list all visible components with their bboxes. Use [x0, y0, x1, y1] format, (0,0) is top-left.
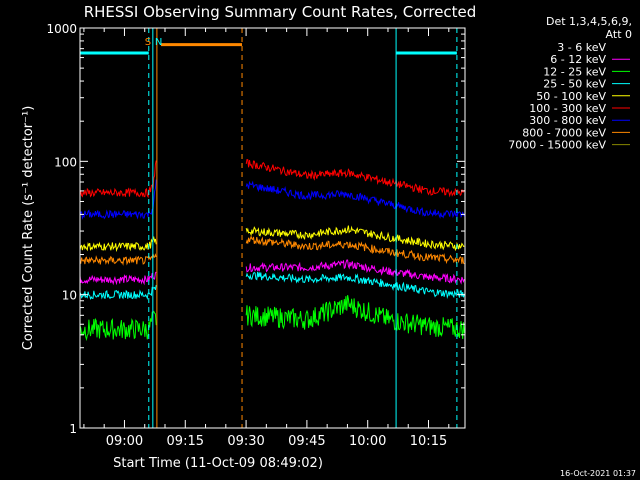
series-line	[245, 225, 465, 252]
series-line	[245, 259, 465, 285]
series-line	[79, 284, 157, 301]
series-line	[79, 160, 157, 199]
series-line	[80, 253, 157, 266]
legend-label: 25 - 50 keV	[543, 78, 606, 91]
legend-label: 800 - 7000 keV	[522, 126, 606, 139]
x-tick-label: 10:15	[410, 434, 447, 449]
chart-title: RHESSI Observing Summary Count Rates, Co…	[84, 3, 477, 21]
series-line	[245, 235, 465, 265]
series-line	[79, 271, 157, 286]
flag-letter: N	[155, 37, 162, 48]
legend-label: 100 - 300 keV	[529, 102, 606, 115]
x-axis: 09:00 09:15 09:30 09:45 10:00 10:15	[83, 28, 450, 449]
series-line	[245, 180, 465, 219]
y-tick-label: 10	[62, 289, 77, 303]
series-line	[245, 294, 465, 340]
x-tick-label: 09:15	[167, 434, 204, 449]
series-line	[245, 271, 465, 299]
x-tick-label: 09:30	[227, 434, 264, 449]
x-tick-label: 09:00	[106, 434, 143, 449]
y-tick-label: 100	[54, 155, 77, 169]
y-axis-label: Corrected Count Rate (s⁻¹ detector⁻¹)	[21, 106, 36, 351]
legend-title-line-1: Det 1,3,4,5,6,9,	[546, 15, 632, 28]
legend-title-line-2: Att 0	[606, 28, 632, 41]
y-axis: 1 10 100 1000	[46, 22, 465, 436]
x-tick-label: 10:00	[349, 434, 386, 449]
legend-label: 6 - 12 keV	[550, 53, 606, 66]
legend-label: 12 - 25 keV	[543, 65, 606, 78]
x-tick-label: 09:45	[288, 434, 325, 449]
legend-label: 7000 - 15000 keV	[508, 139, 606, 152]
series-line	[79, 179, 157, 220]
series-line	[79, 310, 157, 342]
y-tick-label: 1	[69, 422, 77, 436]
footer-timestamp: 16-Oct-2021 01:37	[560, 469, 636, 478]
series-line	[79, 235, 157, 253]
legend-label: 50 - 100 keV	[536, 90, 606, 103]
series-line	[245, 159, 465, 198]
legend-label: 300 - 800 keV	[529, 114, 606, 127]
y-tick-label: 1000	[46, 22, 77, 36]
flag-letter: S	[145, 37, 151, 48]
x-axis-label: Start Time (11-Oct-09 08:49:02)	[113, 456, 323, 471]
legend-label: 3 - 6 keV	[557, 41, 606, 54]
plot-frame	[79, 27, 466, 429]
